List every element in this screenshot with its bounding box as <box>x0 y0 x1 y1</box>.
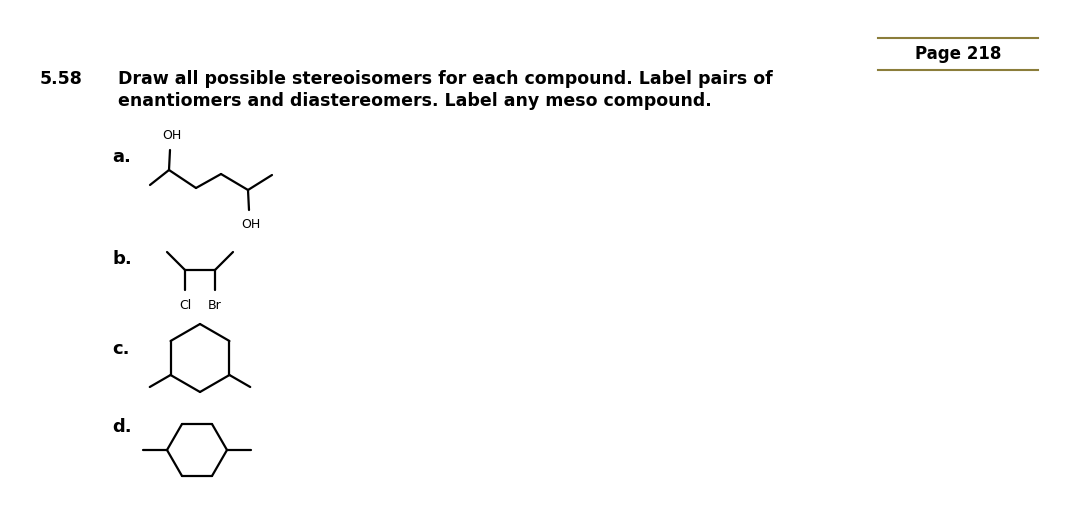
Text: OH: OH <box>162 129 181 142</box>
Text: Page 218: Page 218 <box>915 45 1001 63</box>
Text: Draw all possible stereoisomers for each compound. Label pairs of: Draw all possible stereoisomers for each… <box>118 70 773 88</box>
Text: a.: a. <box>112 148 131 166</box>
Text: Cl: Cl <box>179 299 191 312</box>
Text: b.: b. <box>112 250 132 268</box>
Text: Br: Br <box>208 299 221 312</box>
Text: OH: OH <box>241 218 260 231</box>
Text: c.: c. <box>112 340 130 358</box>
Text: d.: d. <box>112 418 132 436</box>
Text: 5.58: 5.58 <box>40 70 83 88</box>
Text: enantiomers and diastereomers. Label any meso compound.: enantiomers and diastereomers. Label any… <box>118 92 712 110</box>
